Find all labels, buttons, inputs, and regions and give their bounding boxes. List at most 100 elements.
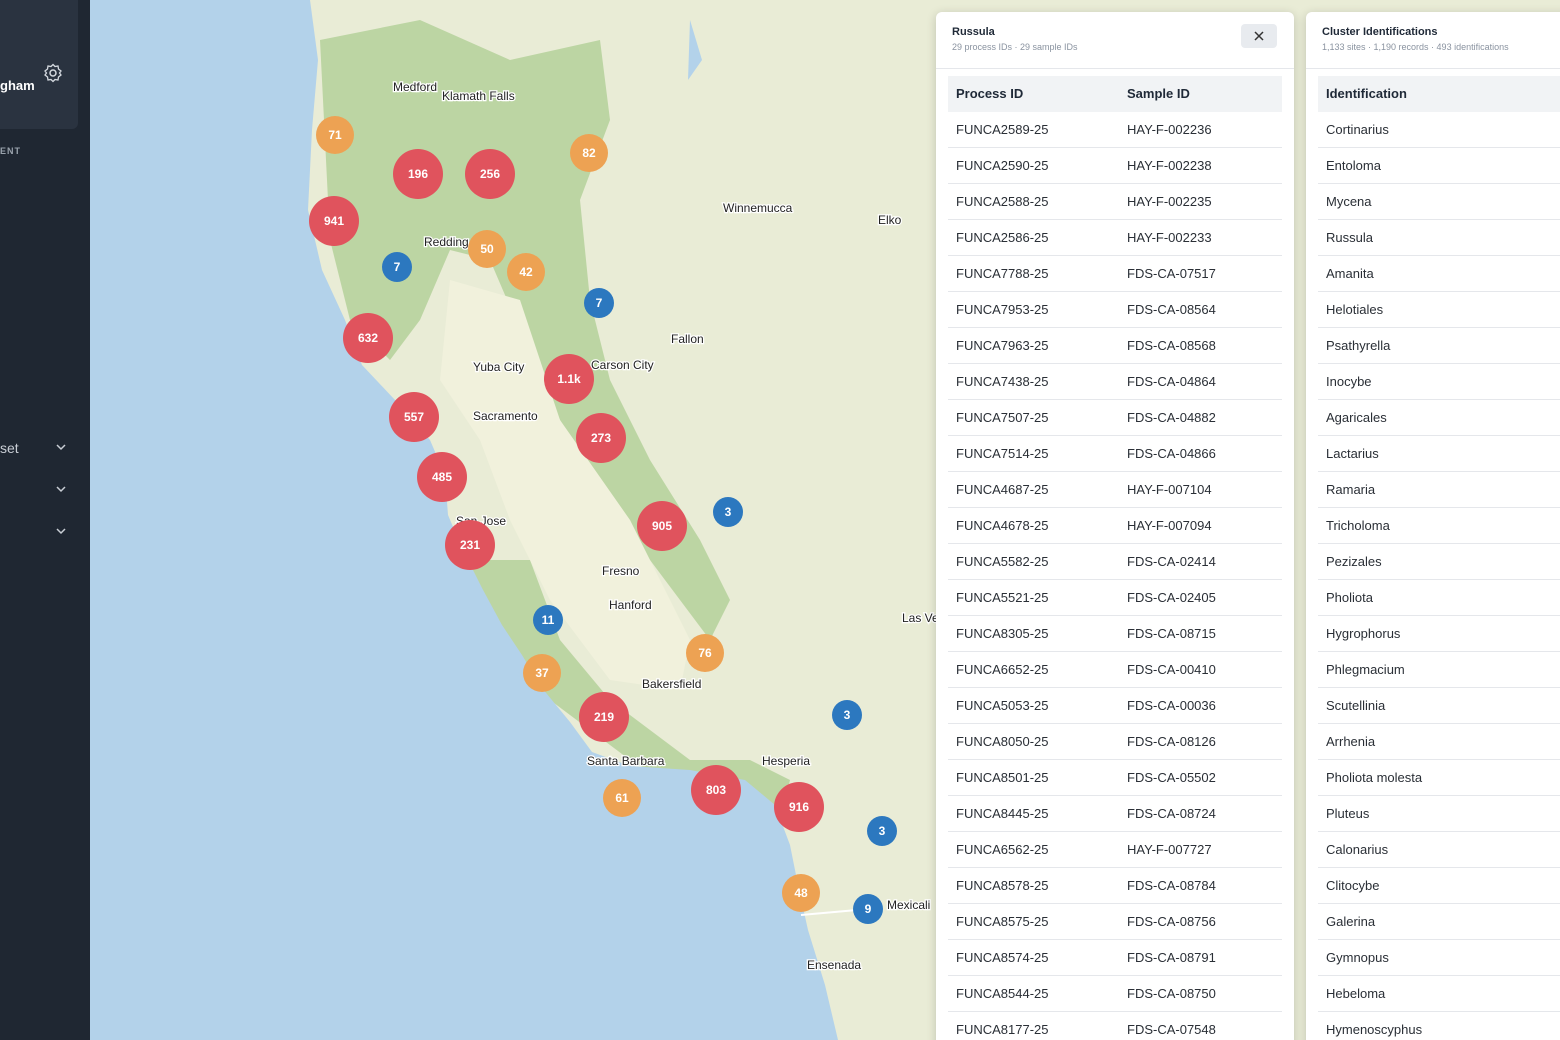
- table-row[interactable]: FUNCA2590-25 HAY-F-002238: [948, 148, 1282, 184]
- cluster-marker[interactable]: 82: [570, 134, 608, 172]
- table-row[interactable]: Agaricales: [1318, 400, 1560, 436]
- table-row[interactable]: Ramaria: [1318, 472, 1560, 508]
- table-row[interactable]: Calonarius: [1318, 832, 1560, 868]
- settings-icon[interactable]: [43, 63, 63, 83]
- table-row[interactable]: FUNCA8501-25 FDS-CA-05502: [948, 760, 1282, 796]
- table-row[interactable]: Russula: [1318, 220, 1560, 256]
- cluster-marker[interactable]: 256: [465, 149, 515, 199]
- table-row[interactable]: Helotiales: [1318, 292, 1560, 328]
- table-row[interactable]: FUNCA8574-25 FDS-CA-08791: [948, 940, 1282, 976]
- cluster-count: 9: [865, 902, 872, 916]
- table-cell: HAY-F-007104: [1127, 482, 1212, 497]
- table-row[interactable]: Hebeloma: [1318, 976, 1560, 1012]
- cluster-count: 76: [698, 646, 712, 660]
- cluster-marker[interactable]: 61: [603, 779, 641, 817]
- table-row[interactable]: FUNCA8050-25 FDS-CA-08126: [948, 724, 1282, 760]
- table-row[interactable]: Cortinarius: [1318, 112, 1560, 148]
- cluster-count: 941: [324, 214, 344, 228]
- table-cell: FUNCA8578-25: [956, 878, 1049, 893]
- cluster-marker[interactable]: 3: [867, 816, 897, 846]
- table-row[interactable]: Hymenoscyphus: [1318, 1012, 1560, 1040]
- table-row[interactable]: Pholiota molesta: [1318, 760, 1560, 796]
- table-cell: FUNCA5521-25: [956, 590, 1049, 605]
- table-row[interactable]: Pholiota: [1318, 580, 1560, 616]
- cluster-circle: [576, 413, 626, 463]
- cluster-marker[interactable]: 48: [782, 874, 820, 912]
- place-label: Elko: [878, 213, 902, 227]
- cluster-marker[interactable]: 941: [309, 196, 359, 246]
- cluster-marker[interactable]: 219: [579, 692, 629, 742]
- cluster-marker[interactable]: 905: [637, 501, 687, 551]
- cluster-marker[interactable]: 231: [445, 520, 495, 570]
- cluster-marker[interactable]: 42: [507, 253, 545, 291]
- table-cell: FUNCA6652-25: [956, 662, 1049, 677]
- cluster-marker[interactable]: 196: [393, 149, 443, 199]
- table-row[interactable]: FUNCA8445-25 FDS-CA-08724: [948, 796, 1282, 832]
- cluster-marker[interactable]: 9: [853, 894, 883, 924]
- table-row[interactable]: Inocybe: [1318, 364, 1560, 400]
- table-row[interactable]: FUNCA7514-25 FDS-CA-04866: [948, 436, 1282, 472]
- table-row[interactable]: FUNCA6652-25 FDS-CA-00410: [948, 652, 1282, 688]
- table-row[interactable]: Hygrophorus: [1318, 616, 1560, 652]
- cluster-circle: [691, 765, 741, 815]
- table-row[interactable]: FUNCA2588-25 HAY-F-002235: [948, 184, 1282, 220]
- table-row[interactable]: FUNCA8305-25 FDS-CA-08715: [948, 616, 1282, 652]
- table-row[interactable]: FUNCA6562-25 HAY-F-007727: [948, 832, 1282, 868]
- table-row[interactable]: Tricholoma: [1318, 508, 1560, 544]
- table-row[interactable]: Galerina: [1318, 904, 1560, 940]
- cluster-marker[interactable]: 485: [417, 452, 467, 502]
- user-card[interactable]: gham: [0, 0, 78, 129]
- table-row[interactable]: FUNCA7507-25 FDS-CA-04882: [948, 400, 1282, 436]
- cluster-marker[interactable]: 71: [316, 116, 354, 154]
- table-row[interactable]: Psathyrella: [1318, 328, 1560, 364]
- cluster-marker[interactable]: 557: [389, 392, 439, 442]
- table-row[interactable]: Lactarius: [1318, 436, 1560, 472]
- table-cell: Hebeloma: [1326, 986, 1386, 1001]
- cluster-marker[interactable]: 7: [584, 288, 614, 318]
- table-row[interactable]: FUNCA5521-25 FDS-CA-02405: [948, 580, 1282, 616]
- table-row[interactable]: FUNCA5053-25 FDS-CA-00036: [948, 688, 1282, 724]
- table-row[interactable]: FUNCA4687-25 HAY-F-007104: [948, 472, 1282, 508]
- cluster-marker[interactable]: 3: [713, 497, 743, 527]
- cluster-marker[interactable]: 273: [576, 413, 626, 463]
- table-row[interactable]: Clitocybe: [1318, 868, 1560, 904]
- table-row[interactable]: FUNCA7963-25 FDS-CA-08568: [948, 328, 1282, 364]
- cluster-marker[interactable]: 803: [691, 765, 741, 815]
- table-row[interactable]: FUNCA8544-25 FDS-CA-08750: [948, 976, 1282, 1012]
- table-row[interactable]: Phlegmacium: [1318, 652, 1560, 688]
- table-row[interactable]: FUNCA7953-25 FDS-CA-08564: [948, 292, 1282, 328]
- cluster-marker[interactable]: 3: [832, 700, 862, 730]
- table-row[interactable]: Arrhenia: [1318, 724, 1560, 760]
- table-row[interactable]: Entoloma: [1318, 148, 1560, 184]
- close-button[interactable]: [1241, 24, 1277, 48]
- table-row[interactable]: Mycena: [1318, 184, 1560, 220]
- chevron[interactable]: [56, 528, 66, 535]
- chevron[interactable]: [56, 486, 66, 493]
- cluster-marker[interactable]: 632: [343, 313, 393, 363]
- table-row[interactable]: FUNCA2586-25 HAY-F-002233: [948, 220, 1282, 256]
- table-row[interactable]: FUNCA8578-25 FDS-CA-08784: [948, 868, 1282, 904]
- cluster-marker[interactable]: 76: [686, 634, 724, 672]
- table-row[interactable]: Pezizales: [1318, 544, 1560, 580]
- cluster-marker[interactable]: 7: [382, 252, 412, 282]
- table-row[interactable]: FUNCA8177-25 FDS-CA-07548: [948, 1012, 1282, 1040]
- table-row[interactable]: Scutellinia: [1318, 688, 1560, 724]
- cluster-count: 7: [394, 260, 401, 274]
- table-cell: FUNCA8501-25: [956, 770, 1049, 785]
- cluster-marker[interactable]: 1.1k: [544, 354, 594, 404]
- table-row[interactable]: Amanita: [1318, 256, 1560, 292]
- cluster-marker[interactable]: 916: [774, 782, 824, 832]
- table-row[interactable]: Gymnopus: [1318, 940, 1560, 976]
- table-row[interactable]: FUNCA5582-25 FDS-CA-02414: [948, 544, 1282, 580]
- table-row[interactable]: FUNCA4678-25 HAY-F-007094: [948, 508, 1282, 544]
- chevron[interactable]: [56, 444, 66, 451]
- table-row[interactable]: FUNCA2589-25 HAY-F-002236: [948, 112, 1282, 148]
- cluster-marker[interactable]: 11: [533, 605, 563, 635]
- table-row[interactable]: Pluteus: [1318, 796, 1560, 832]
- nav-item[interactable]: set: [0, 440, 19, 456]
- cluster-marker[interactable]: 37: [523, 654, 561, 692]
- table-row[interactable]: FUNCA8575-25 FDS-CA-08756: [948, 904, 1282, 940]
- table-row[interactable]: FUNCA7788-25 FDS-CA-07517: [948, 256, 1282, 292]
- cluster-marker[interactable]: 50: [468, 230, 506, 268]
- table-row[interactable]: FUNCA7438-25 FDS-CA-04864: [948, 364, 1282, 400]
